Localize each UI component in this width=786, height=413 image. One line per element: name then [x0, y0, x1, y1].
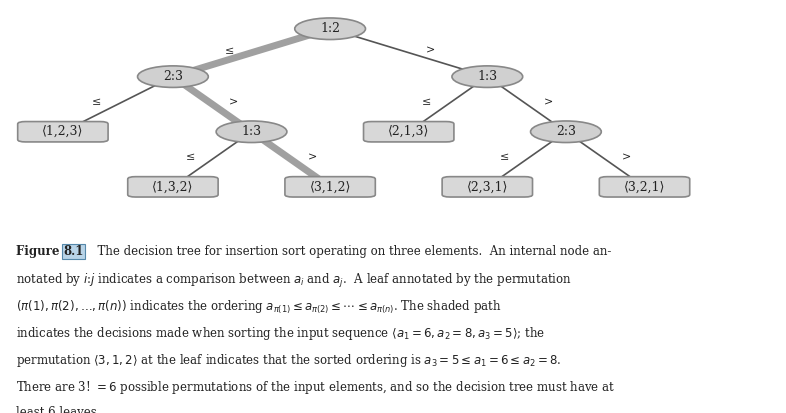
Text: ⟨1,2,3⟩: ⟨1,2,3⟩	[42, 125, 83, 138]
Text: ≤: ≤	[186, 152, 195, 162]
Circle shape	[452, 66, 523, 88]
Text: 1:3: 1:3	[241, 125, 262, 138]
FancyBboxPatch shape	[17, 121, 108, 142]
FancyBboxPatch shape	[442, 177, 533, 197]
Text: ⟨2,1,3⟩: ⟨2,1,3⟩	[388, 125, 429, 138]
Text: ≤: ≤	[92, 97, 101, 107]
Text: >: >	[230, 97, 238, 107]
FancyBboxPatch shape	[285, 177, 376, 197]
Text: notated by $i$:$j$ indicates a comparison between $a_i$ and $a_j$.  A leaf annot: notated by $i$:$j$ indicates a compariso…	[16, 272, 571, 290]
Text: indicates the decisions made when sorting the input sequence $\langle a_1 = 6, a: indicates the decisions made when sortin…	[16, 325, 545, 342]
Text: ≤: ≤	[501, 152, 509, 162]
Text: $(\pi(1), \pi(2), \ldots, \pi(n))$ indicates the ordering $a_{\pi(1)} \leq a_{\p: $(\pi(1), \pi(2), \ldots, \pi(n))$ indic…	[16, 299, 501, 316]
Circle shape	[216, 121, 287, 142]
Circle shape	[138, 66, 208, 88]
Text: ≤: ≤	[422, 97, 431, 107]
Text: 2:3: 2:3	[163, 70, 183, 83]
Circle shape	[295, 18, 365, 40]
Text: 1:2: 1:2	[320, 22, 340, 35]
Text: There are 3! $= 6$ possible permutations of the input elements, and so the decis: There are 3! $= 6$ possible permutations…	[16, 379, 615, 396]
Text: ⟨3,2,1⟩: ⟨3,2,1⟩	[624, 180, 665, 193]
Text: Figure: Figure	[16, 245, 64, 258]
Circle shape	[531, 121, 601, 142]
Text: ⟨2,3,1⟩: ⟨2,3,1⟩	[467, 180, 508, 193]
Text: The decision tree for insertion sort operating on three elements.  An internal n: The decision tree for insertion sort ope…	[90, 245, 612, 258]
Text: >: >	[308, 152, 317, 162]
Text: >: >	[623, 152, 631, 162]
Text: permutation $\langle 3, 1, 2\rangle$ at the leaf indicates that the sorted order: permutation $\langle 3, 1, 2\rangle$ at …	[16, 352, 561, 369]
FancyBboxPatch shape	[127, 177, 218, 197]
Text: ≤: ≤	[226, 46, 234, 56]
Text: 1:3: 1:3	[477, 70, 498, 83]
Text: least 6 leaves.: least 6 leaves.	[16, 406, 101, 413]
FancyBboxPatch shape	[599, 177, 690, 197]
FancyBboxPatch shape	[364, 121, 454, 142]
Text: 2:3: 2:3	[556, 125, 576, 138]
Text: >: >	[544, 97, 553, 107]
Text: ⟨3,1,2⟩: ⟨3,1,2⟩	[310, 180, 351, 193]
Text: ⟨1,3,2⟩: ⟨1,3,2⟩	[152, 180, 193, 193]
Text: 8.1: 8.1	[63, 245, 83, 258]
Text: >: >	[426, 46, 435, 56]
